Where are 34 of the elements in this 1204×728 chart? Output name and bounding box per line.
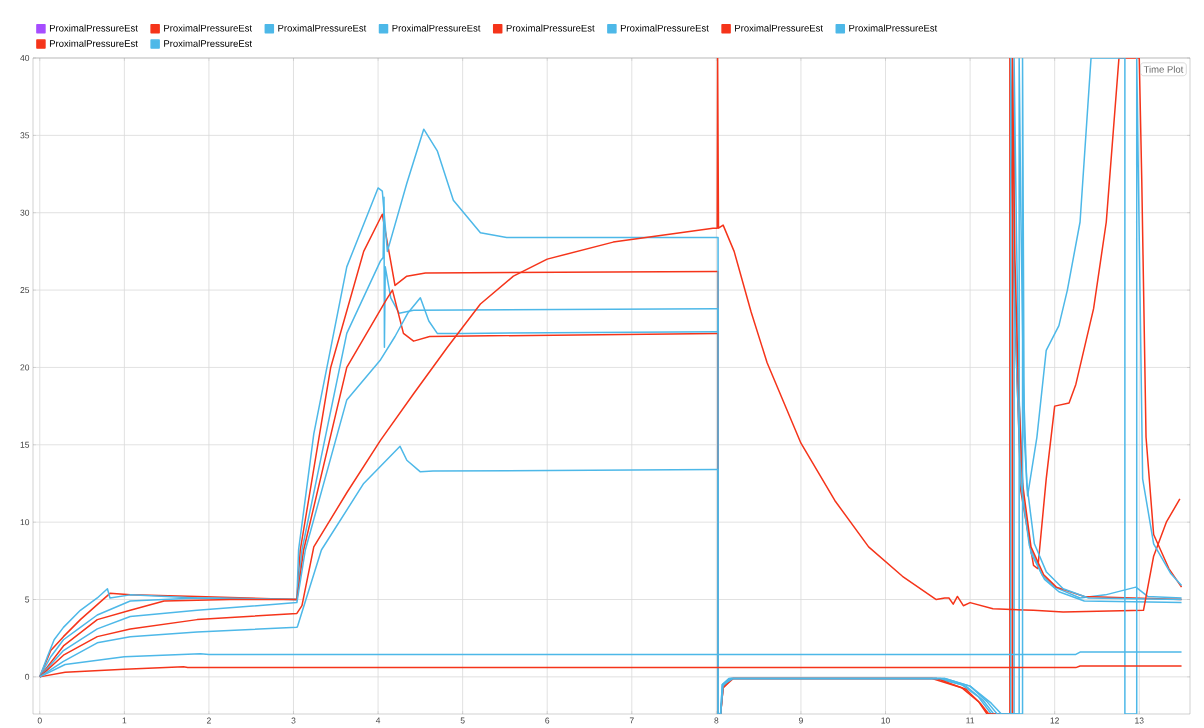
x-tick-label: 2 xyxy=(206,717,211,724)
y-tick-label: 10 xyxy=(20,519,30,526)
legend-label: ProximalPressureEst xyxy=(49,39,138,47)
x-tick-label: 4 xyxy=(375,717,381,724)
legend-label: ProximalPressureEst xyxy=(735,24,823,32)
legend-label: ProximalPressureEst xyxy=(164,39,252,47)
y-tick-label: 0 xyxy=(25,673,30,680)
legend-label: ProximalPressureEst xyxy=(506,24,595,32)
y-tick-label: 20 xyxy=(20,364,30,371)
x-tick-label: 8 xyxy=(714,717,719,724)
x-tick-label: 7 xyxy=(629,717,634,724)
x-tick-label: 0 xyxy=(37,717,42,724)
legend-label: ProximalPressureEst xyxy=(849,24,938,32)
annotation: Time Plot xyxy=(1143,65,1184,73)
y-tick-label: 15 xyxy=(20,441,30,448)
legend-label: ProximalPressureEst xyxy=(392,24,481,32)
x-tick-label: 9 xyxy=(798,717,803,724)
legend-label: ProximalPressureEst xyxy=(164,24,252,32)
y-tick-label: 30 xyxy=(20,209,30,216)
x-tick-label: 13 xyxy=(1135,717,1144,724)
legend-label: ProximalPressureEst xyxy=(49,24,138,32)
x-tick-label: 10 xyxy=(881,717,890,724)
x-tick-label: 6 xyxy=(545,717,550,724)
x-tick-label: 1 xyxy=(122,717,127,724)
x-tick-label: 12 xyxy=(1050,717,1059,724)
x-tick-label: 11 xyxy=(966,717,975,724)
y-tick-label: 5 xyxy=(25,596,30,603)
y-tick-label: 25 xyxy=(20,287,30,294)
legend-label: ProximalPressureEst xyxy=(620,24,709,32)
y-tick-label: 40 xyxy=(20,54,30,61)
y-tick-label: 35 xyxy=(20,132,30,139)
x-tick-label: 3 xyxy=(291,717,296,724)
x-tick-label: 5 xyxy=(460,717,465,724)
legend-label: ProximalPressureEst xyxy=(278,24,367,32)
